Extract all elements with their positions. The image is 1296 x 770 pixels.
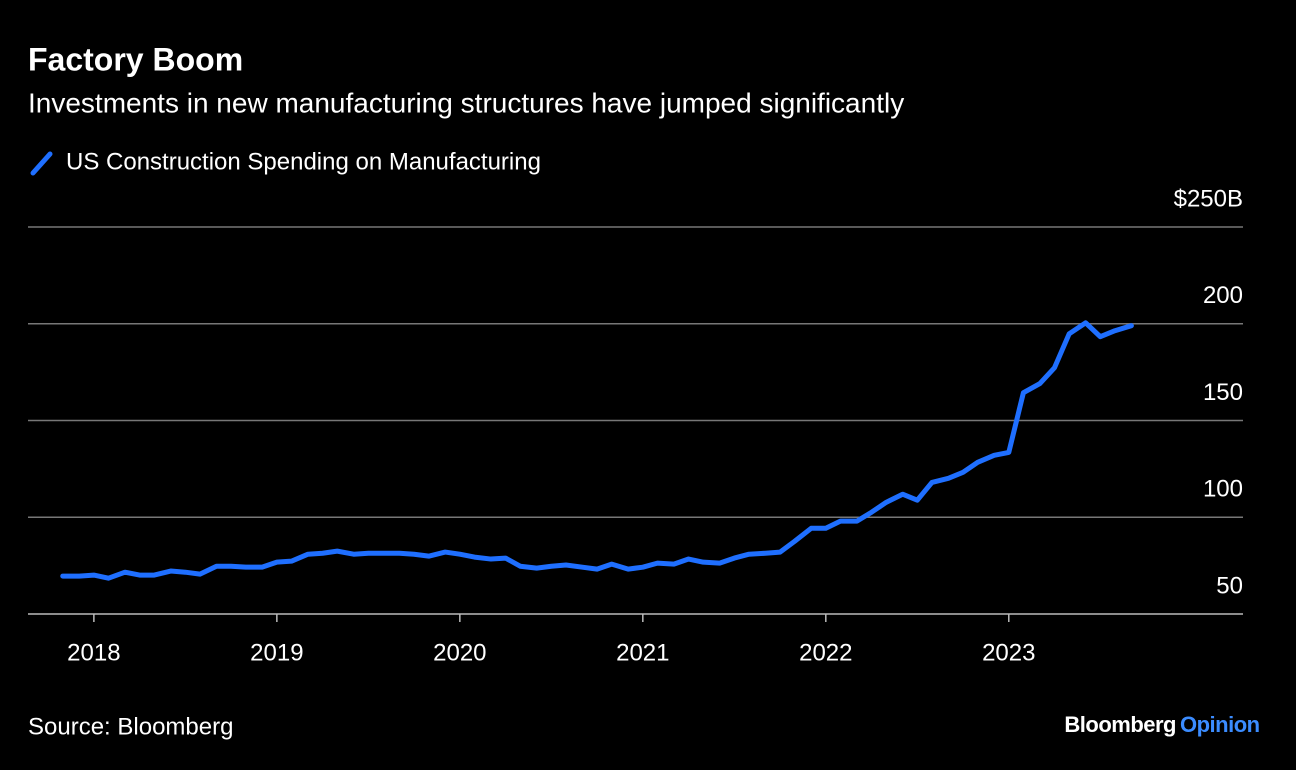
- legend-swatch: [30, 151, 53, 176]
- y-tick-label: 50: [1216, 572, 1243, 599]
- x-tick-label: 2023: [982, 639, 1035, 666]
- y-tick-label: $250B: [1174, 185, 1243, 212]
- y-tick-label: 100: [1203, 476, 1243, 503]
- chart-subtitle: Investments in new manufacturing structu…: [28, 87, 904, 118]
- line-series: [60, 320, 1134, 581]
- x-tick-label: 2020: [433, 639, 486, 666]
- y-tick-label: 200: [1203, 282, 1243, 309]
- x-tick-label: 2021: [616, 639, 669, 666]
- source: Source: Bloomberg: [28, 713, 233, 740]
- x-tick-label: 2019: [250, 639, 303, 666]
- chart-title: Factory Boom: [28, 41, 243, 77]
- legend-label: US Construction Spending on Manufacturin…: [66, 148, 541, 175]
- x-tick-label: 2022: [799, 639, 852, 666]
- brand: Bloomberg: [1064, 712, 1176, 737]
- brand-section: Opinion: [1180, 712, 1260, 737]
- y-tick-label: 150: [1203, 379, 1243, 406]
- x-tick-label: 2018: [67, 639, 120, 666]
